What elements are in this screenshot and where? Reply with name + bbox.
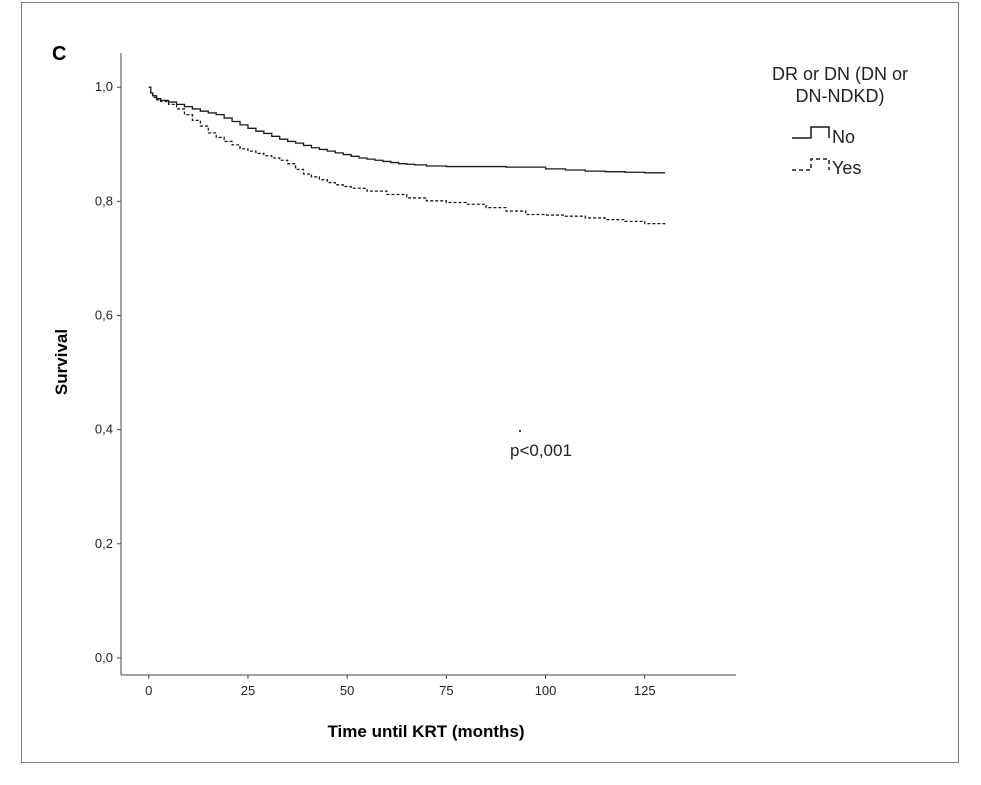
axes: 0,0 0,2 0,4 0,6 0,8 1,0 0 25 50 75 100 125 (95, 53, 736, 698)
x-tick-label: 75 (439, 683, 453, 698)
legend-title-line-2: DN-NDKD) (796, 86, 885, 106)
legend-title-line-1: DR or DN (DN or (772, 64, 908, 84)
x-tick-label: 0 (145, 683, 152, 698)
y-axis-title: Survival (52, 329, 71, 395)
series-layer (148, 86, 666, 226)
x-tick-label: 25 (241, 683, 255, 698)
panel-label: C (52, 43, 66, 65)
y-tick-label: 0,0 (95, 650, 113, 665)
figure-frame (21, 2, 959, 763)
y-tick-label: 0,6 (95, 307, 113, 322)
x-tick-label: 125 (634, 683, 656, 698)
legend-swatch-no (792, 126, 830, 139)
annotation-dot (519, 430, 521, 432)
y-tick-label: 1,0 (95, 79, 113, 94)
legend: DR or DN (DN or DN-NDKD) No Yes (772, 64, 908, 178)
x-tick-label: 100 (535, 683, 557, 698)
y-tick-label: 0,8 (95, 193, 113, 208)
x-axis-title: Time until KRT (months) (327, 722, 524, 741)
x-tick-label: 50 (340, 683, 354, 698)
series-line-no (148, 86, 666, 174)
series-line-yes (148, 86, 666, 226)
legend-label-yes: Yes (832, 158, 861, 178)
legend-label-no: No (832, 127, 855, 147)
legend-swatch-yes (792, 158, 830, 171)
y-tick-label: 0,4 (95, 422, 113, 437)
p-value-annotation: p<0,001 (510, 441, 572, 460)
y-tick-label: 0,2 (95, 536, 113, 551)
